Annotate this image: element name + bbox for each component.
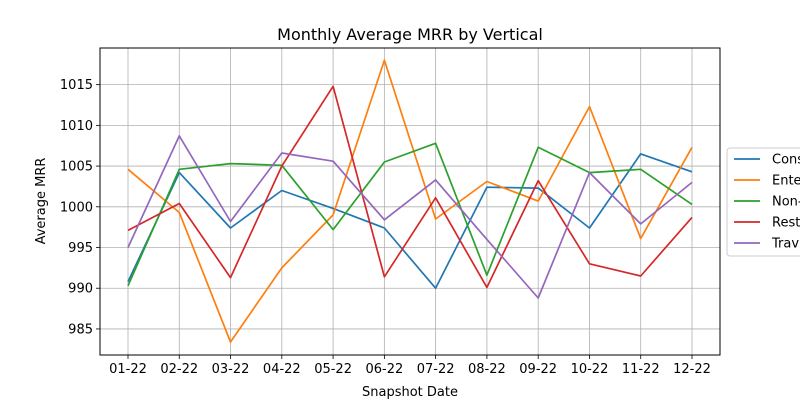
y-tick-label: 985 [68,322,93,337]
legend-label: Non- [772,195,800,210]
legend-label: Rest [772,216,800,231]
y-tick-label: 1015 [60,78,93,93]
legend-box [726,147,800,257]
x-tick-label: 04-22 [263,362,301,377]
y-tick-label: 990 [68,282,93,297]
x-tick-label: 10-22 [571,362,609,377]
x-tick-label: 08-22 [468,362,506,377]
grid [100,48,720,355]
y-tick-label: 1010 [60,119,93,134]
plot-frame [99,47,721,356]
x-tick-label: 02-22 [160,362,198,377]
y-axis-ticks: 985 990 995 1000 1005 1010 1015 [60,78,100,337]
legend-label: Cons [772,153,800,168]
chart-title: Monthly Average MRR by Vertical [277,25,543,44]
y-tick-label: 1000 [60,200,93,215]
legend-label: Ente [772,174,800,189]
y-axis-label: Average MRR [34,158,49,245]
x-axis-label: Snapshot Date [362,385,458,400]
series-line-cons [127,153,693,290]
series-line-rest [127,85,693,289]
x-tick-label: 11-22 [622,362,660,377]
x-tick-label: 09-22 [519,362,557,377]
x-tick-label: 07-22 [417,362,455,377]
series-line-ente [127,59,693,343]
y-tick-label: 995 [68,241,93,256]
x-tick-label: 06-22 [365,362,403,377]
x-tick-label: 01-22 [109,362,147,377]
legend: Cons Ente Non- Rest Trav [726,147,800,257]
series-line-non [127,142,693,287]
series-line-trav [127,135,693,299]
x-tick-label: 05-22 [314,362,352,377]
legend-label: Trav [771,237,799,252]
x-tick-label: 03-22 [212,362,250,377]
x-axis-ticks: 01-22 02-22 03-22 04-22 05-22 06-22 07-22 08-22… [109,355,711,377]
x-tick-label: 12-22 [673,362,711,377]
y-tick-label: 1005 [60,160,93,175]
series-lines [127,59,693,343]
